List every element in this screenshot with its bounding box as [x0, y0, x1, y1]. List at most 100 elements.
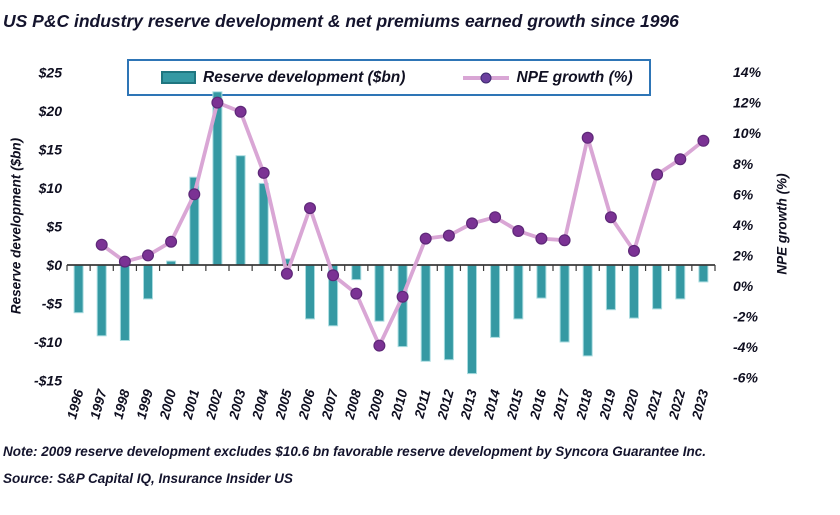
bar-2011	[420, 264, 431, 362]
right-axis-tick-label: 6%	[733, 186, 754, 202]
x-axis-year-label: 2015	[504, 387, 527, 421]
x-axis-year-label: 1999	[134, 387, 156, 420]
legend-label-npe-growth: NPE growth (%)	[516, 68, 633, 86]
x-axis-year-label: 1998	[110, 387, 132, 420]
x-axis-year-label: 2006	[295, 387, 318, 421]
bar-1998	[119, 264, 130, 341]
line-marker-2012	[442, 229, 455, 242]
line-marker-2002	[211, 96, 224, 109]
x-axis-year-label: 2019	[596, 387, 619, 421]
source-text: Source: S&P Capital IQ, Insurance Inside…	[3, 471, 293, 486]
line-marker-1998	[118, 255, 131, 268]
bar-2017	[559, 264, 570, 343]
legend: Reserve development ($bn) NPE growth (%)	[127, 59, 651, 96]
left-axis-tick-label: -$10	[34, 334, 62, 350]
plot-layer: $25 $20 $15 $10 $5 $0 -$5 -$10 -$15 14% 12% 10% 8% 6%…	[34, 64, 762, 422]
x-axis-year-label: 2021	[643, 388, 666, 422]
right-axis-tick-label: 8%	[733, 156, 754, 172]
right-axis-tick-label: 4%	[732, 217, 754, 233]
x-axis-year-label: 2009	[365, 387, 388, 421]
bar-1996	[73, 264, 84, 314]
line-marker-2020	[627, 244, 640, 257]
right-axis-title: NPE growth (%)	[775, 173, 790, 275]
right-axis-tick-label: 10%	[733, 125, 762, 141]
line-marker-2022	[674, 153, 687, 166]
bar-2016	[536, 264, 547, 299]
x-axis-year-label: 2008	[342, 387, 365, 421]
bar-2022	[675, 264, 686, 300]
x-axis-year-label: 2017	[550, 386, 573, 421]
x-axis-year-label: 2003	[226, 387, 249, 421]
bar-2015	[513, 264, 524, 320]
bar-1999	[143, 264, 153, 300]
x-axis-year-label: 1997	[87, 386, 110, 420]
legend-label-reserve-development: Reserve development ($bn)	[203, 68, 406, 86]
right-axis-tick-label: -6%	[733, 370, 758, 386]
left-axis-tick-label: -$15	[34, 373, 62, 389]
bar-2012	[443, 264, 454, 361]
bar-2013	[467, 264, 477, 375]
right-axis-tick-label: 2%	[732, 247, 754, 263]
x-axis-year-label: 2010	[388, 387, 411, 421]
bar-2014	[490, 264, 501, 338]
bar-2004	[258, 182, 269, 266]
chart-title: US P&C industry reserve development & ne…	[3, 11, 679, 31]
line-marker-2011	[419, 232, 432, 245]
left-axis-tick-label: $5	[45, 219, 62, 235]
line-marker-2019	[604, 211, 617, 224]
line-marker-2010	[396, 290, 409, 303]
right-axis-tick-label: -4%	[733, 339, 758, 355]
bar-2008	[351, 264, 362, 281]
x-axis-year-label: 2000	[157, 387, 180, 421]
x-axis-year-label: 2002	[203, 387, 226, 421]
bar-2006	[305, 264, 315, 320]
x-axis-year-label: 1996	[64, 387, 86, 420]
line-marker-2001	[188, 188, 201, 201]
left-axis-tick-label: -$5	[42, 296, 62, 312]
line-marker-2006	[304, 202, 317, 215]
npe-growth-marker-icon	[480, 72, 492, 83]
line-marker-2004	[257, 166, 270, 179]
left-axis-title: Reserve development ($bn)	[9, 137, 24, 314]
x-axis-year-label: 2023	[689, 387, 712, 421]
bar-2019	[605, 264, 616, 311]
bar-2023	[698, 264, 709, 283]
line-marker-2000	[165, 235, 178, 248]
npe-growth-line-icon	[463, 72, 510, 83]
x-axis-year-label: 2011	[411, 388, 433, 421]
line-marker-2007	[327, 269, 340, 282]
x-axis-year-label: 2001	[180, 388, 203, 422]
line-marker-2021	[651, 168, 664, 181]
line-marker-2009	[373, 339, 386, 352]
x-axis-year-label: 2018	[573, 387, 596, 421]
x-axis-year-label: 2014	[481, 387, 504, 421]
x-axis-year-label: 2022	[666, 387, 689, 421]
bar-2021	[652, 264, 663, 310]
right-axis-tick-label: 0%	[733, 278, 754, 294]
right-axis-tick-label: -2%	[733, 309, 758, 325]
line-marker-2023	[697, 134, 710, 147]
left-axis-tick-label: $25	[38, 65, 63, 81]
left-axis-tick-label: $15	[38, 142, 63, 158]
line-marker-2014	[489, 211, 502, 224]
line-marker-2016	[535, 232, 548, 245]
reserve-development-swatch	[161, 71, 196, 84]
left-axis-tick-label: $20	[38, 103, 63, 119]
left-axis-tick-label: $0	[45, 257, 62, 273]
chart-plot: $25 $20 $15 $10 $5 $0 -$5 -$10 -$15 14% 12% 10% 8% 6%…	[9, 64, 790, 422]
line-marker-2003	[234, 105, 247, 118]
right-axis-tick-label: 12%	[733, 95, 762, 111]
line-marker-1999	[142, 249, 155, 262]
x-axis-year-label: 2020	[619, 387, 642, 421]
x-axis-year-label: 2007	[319, 386, 342, 421]
line-marker-2018	[581, 131, 594, 144]
bar-1997	[96, 264, 107, 337]
bar-2018	[582, 264, 593, 357]
bar-2009	[374, 264, 385, 322]
line-marker-2013	[466, 217, 479, 230]
x-axis-year-label: 2013	[457, 387, 480, 421]
x-axis-year-label: 2004	[249, 387, 272, 421]
x-axis-year-label: 2016	[527, 387, 550, 421]
right-axis-tick-label: 14%	[733, 64, 762, 80]
